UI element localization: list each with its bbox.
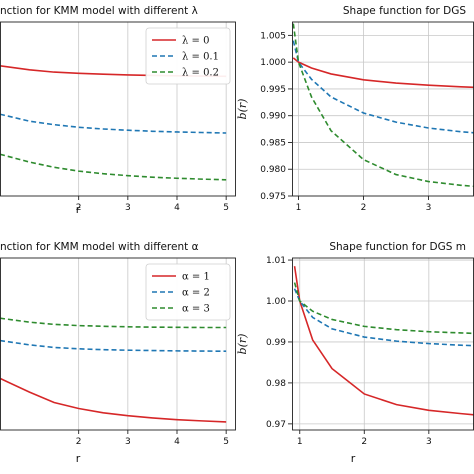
legend-label: α = 1 xyxy=(182,272,210,283)
x-tick-label: 4 xyxy=(174,203,180,213)
x-tick-label: 1 xyxy=(297,437,303,447)
y-tick-label: 1.000 xyxy=(260,58,286,68)
y-axis-label: b(r) xyxy=(236,334,249,355)
chart-panel-1: 2 3 4 5 nction for KMM model with different … xyxy=(0,5,236,216)
chart-title: nction for KMM model with different α xyxy=(0,241,199,253)
x-tick-label: 3 xyxy=(426,203,432,213)
x-tick-label: 5 xyxy=(223,437,229,447)
x-axis-label: r xyxy=(76,203,81,216)
legend: λ = 0 λ = 0.1 λ = 0.2 xyxy=(145,27,231,85)
legend-label: α = 2 xyxy=(182,288,210,299)
legend-label: α = 3 xyxy=(182,304,210,315)
x-tick-label: 2 xyxy=(76,437,82,447)
series-line-green xyxy=(293,282,474,335)
y-axis-label: b(r) xyxy=(236,99,249,120)
legend: α = 1 α = 2 α = 3 xyxy=(145,263,231,321)
series-line-red xyxy=(0,377,227,423)
chart-panel-3: 2 3 4 5 nction for KMM model with different … xyxy=(0,241,236,465)
legend-label: λ = 0.1 xyxy=(182,52,219,63)
chart-title: nction for KMM model with different λ xyxy=(0,5,198,17)
y-tick-label: 1.005 xyxy=(260,31,286,41)
plot-frame xyxy=(0,21,236,197)
x-axis-label: r xyxy=(76,452,81,465)
series-line-blue xyxy=(0,113,227,134)
x-tick-label: 2 xyxy=(361,203,367,213)
y-tick-label: 0.990 xyxy=(260,112,286,122)
chart-title: Shape function for DGS m xyxy=(329,241,466,253)
legend-label: λ = 0.2 xyxy=(182,68,219,79)
chart-panel-4: 1 2 3 0.97 0.98 0.99 1.00 1.01 Shape function fo… xyxy=(236,241,474,465)
x-axis-label: r xyxy=(351,452,356,465)
y-tick-label: 1.00 xyxy=(266,297,286,307)
x-tick-label: 5 xyxy=(223,203,229,213)
series-line-green xyxy=(0,317,227,329)
y-tick-label: 0.975 xyxy=(260,192,286,202)
series-line-blue xyxy=(293,288,474,347)
series-line-blue xyxy=(0,339,227,353)
series-line-green xyxy=(292,23,474,188)
series-line-green xyxy=(0,153,227,181)
x-tick-label: 3 xyxy=(125,203,131,213)
series-line-red xyxy=(292,57,474,89)
y-tick-label: 0.98 xyxy=(266,379,286,389)
y-tick-label: 1.01 xyxy=(266,256,286,266)
x-tick-label: 3 xyxy=(426,437,432,447)
legend-label: λ = 0 xyxy=(182,36,209,47)
x-tick-label: 3 xyxy=(125,437,131,447)
y-tick-label: 0.980 xyxy=(260,165,286,175)
y-tick-label: 0.99 xyxy=(266,338,286,348)
y-tick-label: 0.985 xyxy=(260,138,286,148)
x-tick-label: 2 xyxy=(76,203,82,213)
x-tick-label: 2 xyxy=(361,437,367,447)
chart-panel-2: 1 2 3 0.975 0.980 0.985 0.990 0.995 1.000 1.005 Sh… xyxy=(236,5,474,213)
y-tick-label: 0.995 xyxy=(260,85,286,95)
series-line-red xyxy=(293,266,474,416)
chart-title: Shape function for DGS xyxy=(343,5,466,17)
y-tick-label: 0.97 xyxy=(266,420,286,430)
x-tick-label: 1 xyxy=(296,203,302,213)
plot-frame xyxy=(292,21,474,197)
series-line-blue xyxy=(292,40,474,134)
x-tick-label: 4 xyxy=(174,437,180,447)
plot-frame xyxy=(0,257,236,431)
